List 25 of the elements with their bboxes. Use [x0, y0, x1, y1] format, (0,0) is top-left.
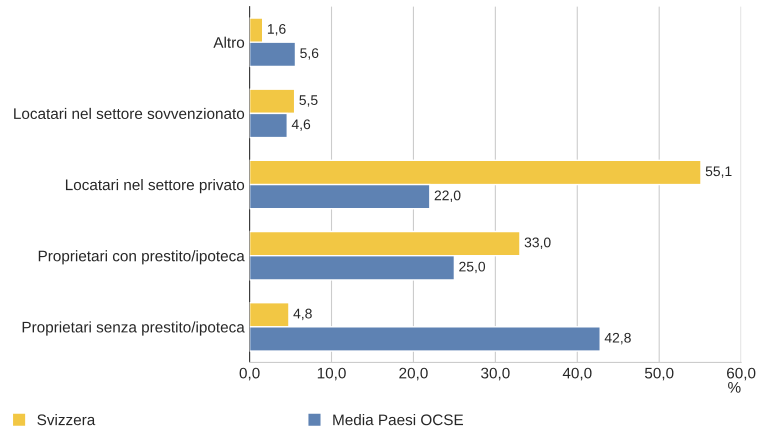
legend-label: Media Paesi OCSE — [333, 414, 464, 426]
data-label: 5,6 — [300, 48, 318, 60]
x-tick-label: 60,0 — [727, 368, 756, 380]
legend-label: Svizzera — [37, 414, 96, 426]
x-tick-label: 30,0 — [481, 368, 510, 380]
data-label: 42,8 — [604, 332, 631, 344]
y-tick-label: Proprietari senza prestito/ipoteca — [22, 321, 245, 336]
data-label: 25,0 — [459, 262, 486, 274]
x-axis-title: % — [728, 382, 741, 393]
x-tick-label: 50,0 — [644, 368, 674, 380]
x-tick-label: 0,0 — [240, 368, 260, 380]
y-tick-label: Proprietari con prestito/ipoteca — [38, 250, 245, 264]
y-tick-label: Altro — [213, 36, 244, 48]
data-label: 55,1 — [706, 166, 732, 178]
data-label: 5,5 — [299, 95, 318, 107]
data-label: 1,6 — [268, 24, 286, 36]
data-label: 33,0 — [524, 237, 551, 249]
y-tick-label: Locatari nel settore sovvenzionato — [14, 108, 244, 120]
data-label: 22,0 — [434, 190, 460, 202]
y-tick-label: Locatari nel settore privato — [66, 179, 244, 194]
x-tick-label: 20,0 — [399, 368, 428, 380]
data-label: 4,6 — [292, 119, 310, 131]
x-tick-label: 10,0 — [318, 368, 346, 380]
x-tick-label: 40,0 — [562, 368, 592, 380]
data-label: 4,8 — [293, 308, 312, 320]
